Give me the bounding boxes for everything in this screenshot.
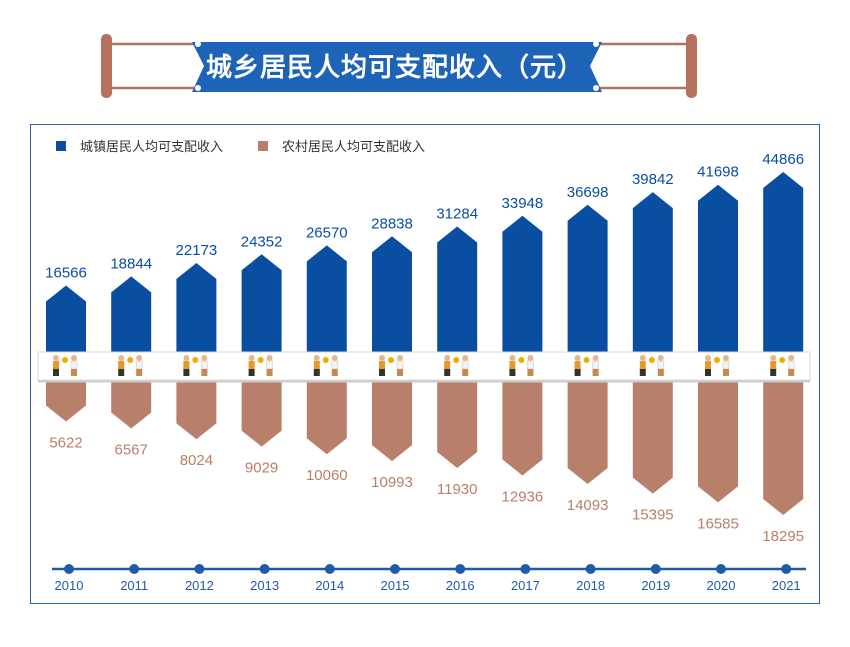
people-icon-2010 (53, 355, 78, 376)
urban-bar-2015 (372, 236, 412, 352)
chart-title: 城乡居民人均可支配收入（元） (205, 52, 584, 82)
year-label-2019: 2019 (641, 578, 670, 593)
urban-value-label-2020: 41698 (697, 164, 739, 181)
rural-bar-2012 (176, 380, 217, 440)
legend-rural-label: 农村居民人均可支配收入 (282, 139, 426, 154)
rural-bar-2017 (502, 380, 543, 476)
urban-value-label-2015: 28838 (371, 215, 413, 232)
banner-pole-left (101, 34, 112, 98)
rural-value-label-2014: 10060 (306, 467, 348, 484)
rural-bar-2013 (241, 380, 282, 447)
urban-value-label-2012: 22173 (176, 242, 218, 259)
urban-bar-2019 (632, 192, 673, 352)
people-icon-2019 (639, 355, 665, 376)
urban-value-label-2013: 24352 (241, 233, 283, 250)
timeline-dot-2017 (520, 564, 531, 574)
urban-bar-2016 (437, 226, 478, 352)
urban-bar-2017 (502, 215, 543, 352)
rural-value-label-2010: 5622 (49, 434, 82, 451)
urban-value-label-2016: 31284 (436, 205, 478, 222)
urban-bar-2012 (176, 263, 217, 352)
rural-value-label-2015: 10993 (371, 474, 413, 491)
year-label-2017: 2017 (511, 578, 540, 593)
timeline-dot-2019 (650, 564, 661, 574)
rural-bar-2020 (698, 380, 738, 503)
year-label-2018: 2018 (576, 578, 605, 593)
chart-frame (30, 124, 820, 604)
rural-bar-2010 (46, 380, 86, 422)
rural-bar-2014 (306, 380, 347, 455)
urban-value-label-2021: 44866 (762, 151, 804, 168)
year-label-2021: 2021 (772, 578, 801, 593)
people-icon-2014 (313, 355, 339, 376)
rural-bar-2019 (632, 380, 673, 494)
timeline-dot-2010 (64, 564, 74, 574)
timeline-dot-2021 (781, 564, 792, 574)
rural-value-label-2012: 8024 (180, 452, 213, 469)
timeline-dot-2011 (129, 564, 140, 574)
urban-value-label-2018: 36698 (567, 184, 609, 201)
urban-bar-2018 (567, 204, 608, 352)
people-icon-2020 (705, 355, 730, 376)
urban-value-label-2010: 16566 (45, 265, 87, 282)
legend-urban: 城镇居民人均可支配收入 (56, 136, 223, 155)
timeline-dot-2015 (390, 564, 400, 574)
people-icon-2017 (509, 355, 534, 376)
urban-bar-2011 (111, 276, 152, 352)
rural-bar-2015 (372, 380, 412, 462)
year-label-2020: 2020 (707, 578, 736, 593)
year-label-2016: 2016 (446, 578, 475, 593)
legend-rural-swatch (258, 140, 268, 151)
timeline-dot-2018 (585, 564, 596, 574)
people-icon-2021 (770, 355, 795, 376)
rural-bar-2016 (437, 380, 478, 469)
year-label-2012: 2012 (185, 578, 214, 593)
people-icon-2015 (379, 355, 404, 376)
timeline-dot-2013 (259, 564, 270, 574)
legend-urban-swatch (56, 140, 66, 151)
year-label-2015: 2015 (381, 578, 410, 593)
rural-value-label-2017: 12936 (502, 488, 544, 505)
urban-value-label-2011: 18844 (110, 255, 152, 272)
legend-urban-label: 城镇居民人均可支配收入 (80, 139, 224, 154)
people-icon-2018 (574, 355, 599, 376)
timeline-dot-2012 (194, 564, 205, 574)
people-icon-2011 (118, 355, 143, 376)
people-icon-2016 (444, 355, 469, 376)
rural-value-label-2020: 16585 (697, 515, 739, 532)
rural-value-label-2013: 9029 (245, 460, 278, 477)
banner-pole-right (686, 34, 697, 98)
urban-bar-2014 (306, 245, 347, 352)
title-banner (101, 34, 697, 98)
rural-bar-2018 (567, 380, 608, 484)
timeline-dot-2016 (455, 564, 466, 574)
rural-bar-2011 (111, 380, 152, 429)
rural-value-label-2011: 6567 (115, 441, 148, 458)
urban-value-label-2014: 26570 (306, 224, 348, 241)
rural-value-label-2018: 14093 (567, 497, 609, 514)
urban-bar-2013 (241, 254, 282, 352)
people-icon-2013 (248, 355, 273, 376)
rural-value-label-2016: 11930 (437, 481, 478, 498)
people-band (37, 351, 811, 383)
year-label-2010: 2010 (55, 578, 84, 593)
banner-ribbon (192, 42, 602, 92)
timeline-dot-2020 (716, 564, 726, 574)
urban-value-label-2017: 33948 (502, 195, 544, 212)
timeline-dot-2014 (324, 564, 335, 574)
urban-bar-2020 (698, 184, 738, 352)
year-label-2011: 2011 (120, 578, 148, 593)
rural-value-label-2021: 18295 (762, 528, 804, 545)
year-timeline: 2010 2011 2012 2013 2014 2015 2016 2017 2018 2019… (52, 564, 806, 593)
rural-value-label-2019: 15395 (632, 507, 674, 524)
urban-bar-2021 (763, 172, 804, 352)
year-label-2014: 2014 (315, 578, 344, 593)
rural-bar-2021 (763, 380, 804, 515)
legend-rural: 农村居民人均可支配收入 (258, 136, 425, 155)
year-label-2013: 2013 (250, 578, 279, 593)
people-icon-2012 (183, 355, 208, 376)
urban-bar-2010 (46, 285, 86, 352)
urban-value-label-2019: 39842 (632, 171, 674, 188)
